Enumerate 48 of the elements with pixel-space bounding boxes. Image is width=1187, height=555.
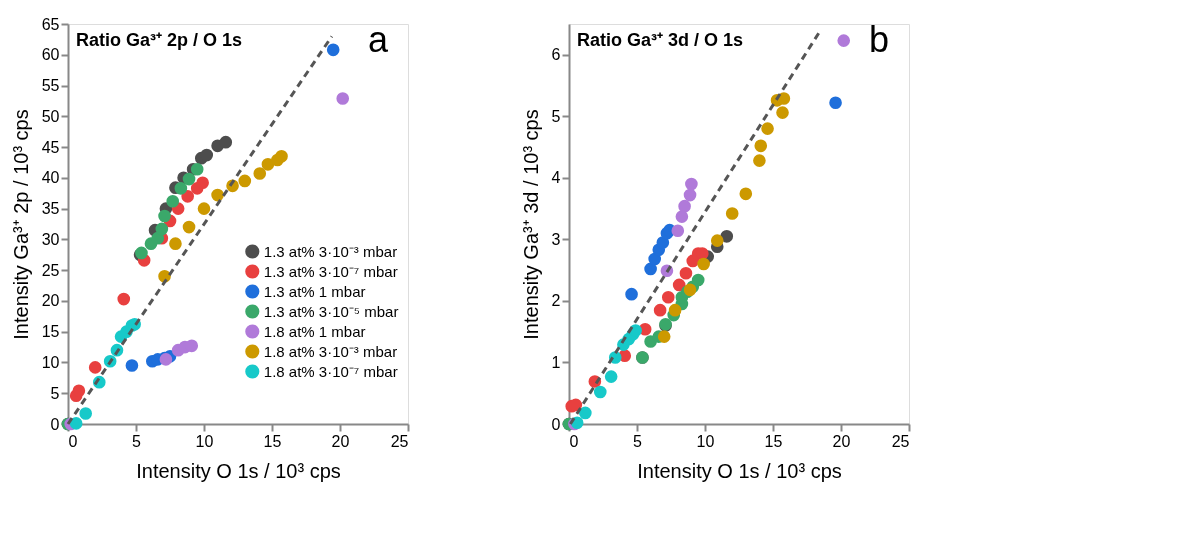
x-axis-title: Intensity O 1s / 10³ cps bbox=[637, 459, 842, 482]
legend-label: 1.3 at% 3·10⁻³ mbar bbox=[263, 242, 398, 260]
y-tick-label: 0 bbox=[551, 415, 561, 433]
legend-label: 1.8 at% 3·10⁻³ mbar bbox=[263, 342, 398, 360]
legend-label: 1.3 at% 3·10⁻⁵ mbar bbox=[263, 302, 399, 320]
legend-label: 1.3 at% 1 mbar bbox=[263, 282, 366, 300]
y-tick-label: 40 bbox=[41, 169, 60, 187]
y-tick-label: 55 bbox=[41, 77, 60, 95]
chart-title: Ratio Ga³⁺ 2p / O 1s bbox=[76, 30, 243, 50]
annotation: a bbox=[367, 19, 389, 60]
y-tick-label: 2 bbox=[551, 292, 561, 310]
annotation: b bbox=[868, 19, 889, 60]
y-tick-label: 60 bbox=[41, 46, 60, 64]
y-tick-label: 35 bbox=[41, 200, 60, 218]
x-tick-label: 20 bbox=[331, 432, 350, 450]
x-tick-label: 0 bbox=[68, 432, 78, 450]
y-tick-label: 45 bbox=[41, 138, 60, 156]
x-tick-label: 0 bbox=[569, 432, 579, 450]
legend-label: 1.3 at% 3·10⁻⁷ mbar bbox=[263, 262, 398, 280]
y-tick-label: 6 bbox=[551, 46, 561, 64]
x-tick-label: 10 bbox=[696, 432, 715, 450]
y-tick-label: 5 bbox=[50, 384, 60, 402]
y-tick-label: 10 bbox=[41, 353, 60, 371]
x-tick-label: 15 bbox=[263, 432, 282, 450]
y-axis-title: Intensity Ga³⁺ 3d / 10³ cps bbox=[519, 109, 542, 340]
y-tick-label: 1 bbox=[551, 353, 561, 371]
y-tick-label: 30 bbox=[41, 230, 60, 248]
x-tick-label: 25 bbox=[891, 432, 910, 450]
y-tick-label: 3 bbox=[551, 230, 561, 248]
x-axis-title: Intensity O 1s / 10³ cps bbox=[136, 459, 341, 482]
x-tick-label: 15 bbox=[764, 432, 783, 450]
chart-title: Ratio Ga³⁺ 3d / O 1s bbox=[577, 30, 744, 50]
y-tick-label: 15 bbox=[41, 323, 60, 341]
x-tick-label: 10 bbox=[195, 432, 214, 450]
x-tick-label: 5 bbox=[633, 432, 643, 450]
legend-label: 1.8 at% 1 mbar bbox=[263, 322, 366, 340]
x-tick-label: 20 bbox=[832, 432, 851, 450]
y-tick-label: 65 bbox=[41, 15, 60, 33]
y-tick-label: 20 bbox=[41, 292, 60, 310]
x-tick-label: 25 bbox=[390, 432, 409, 450]
legend-label: 1.8 at% 3·10⁻⁷ mbar bbox=[263, 362, 398, 380]
y-axis-title: Intensity Ga³⁺ 2p / 10³ cps bbox=[9, 109, 32, 340]
y-tick-label: 50 bbox=[41, 107, 60, 125]
y-tick-label: 5 bbox=[551, 107, 561, 125]
y-tick-label: 0 bbox=[50, 415, 60, 433]
y-tick-label: 25 bbox=[41, 261, 60, 279]
x-tick-label: 5 bbox=[132, 432, 142, 450]
y-tick-label: 4 bbox=[551, 169, 561, 187]
